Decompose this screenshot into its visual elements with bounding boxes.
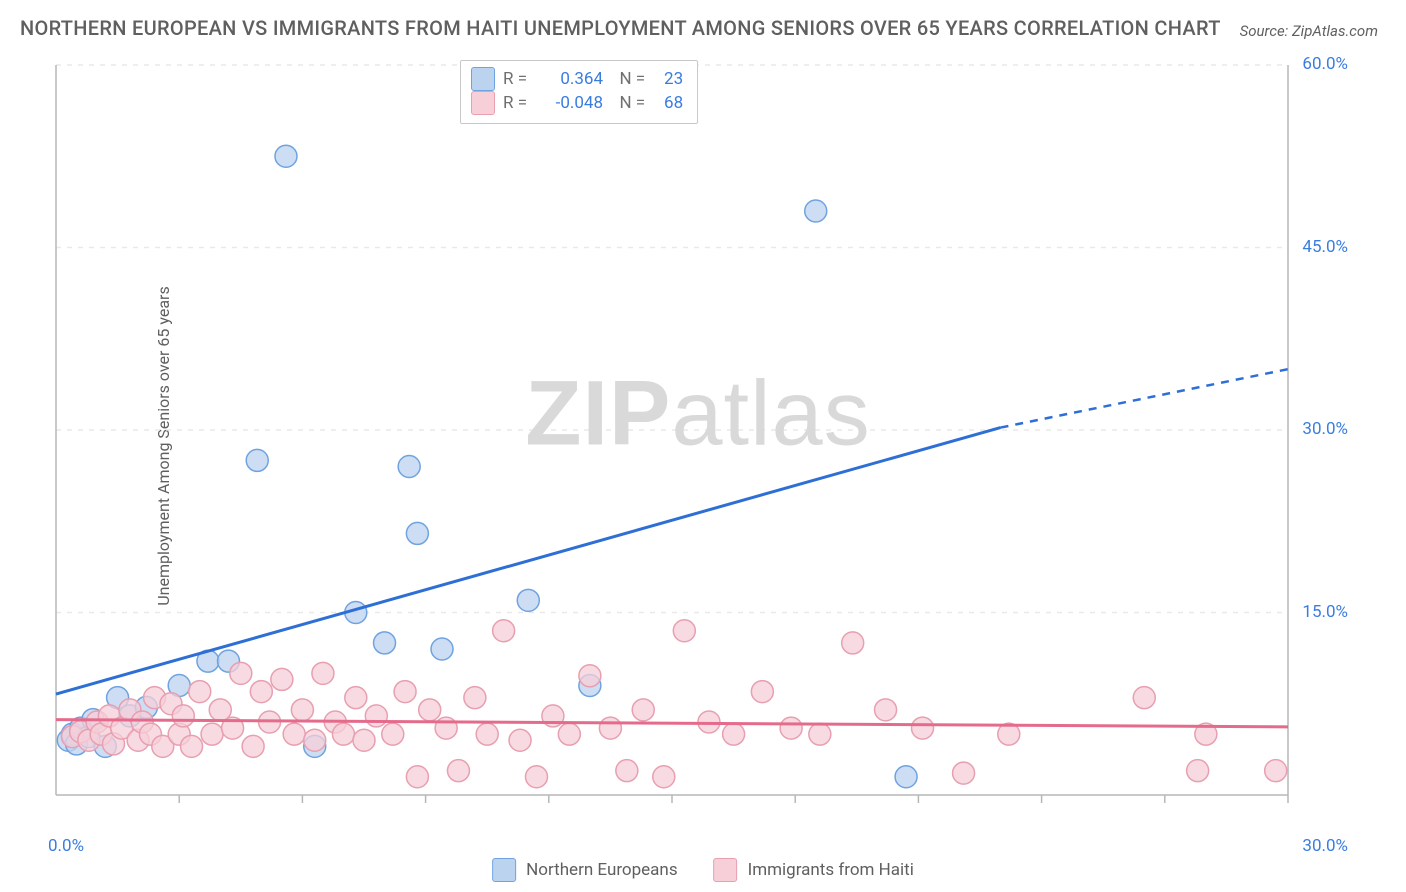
y-axis-tick-30: 30.0%	[1302, 419, 1348, 439]
chart-title: NORTHERN EUROPEAN VS IMMIGRANTS FROM HAI…	[20, 16, 1221, 40]
y-axis-tick-15: 15.0%	[1302, 602, 1348, 622]
legend-swatch	[471, 67, 495, 91]
correlation-row: R =0.364 N =23	[471, 67, 683, 91]
scatter-plot: ZIPatlas	[48, 55, 1348, 835]
legend-swatch	[471, 91, 495, 115]
correlation-row: R =-0.048 N =68	[471, 91, 683, 115]
y-axis-tick-45: 45.0%	[1302, 237, 1348, 257]
source-label: Source: ZipAtlas.com	[1240, 22, 1378, 40]
y-axis-tick-60: 60.0%	[1302, 54, 1348, 74]
chart-svg	[48, 55, 1348, 835]
x-axis-tick-max: 30.0%	[1302, 836, 1348, 856]
legend-label: Immigrants from Haiti	[748, 860, 914, 880]
series-legend: Northern Europeans Immigrants from Haiti	[492, 858, 914, 882]
x-axis-tick-min: 0.0%	[48, 836, 84, 856]
legend-label: Northern Europeans	[526, 860, 677, 880]
correlation-legend: R =0.364 N =23R =-0.048 N =68	[460, 60, 698, 124]
legend-item: Northern Europeans	[492, 858, 677, 882]
legend-item: Immigrants from Haiti	[714, 858, 914, 882]
legend-swatch	[714, 858, 738, 882]
legend-swatch	[492, 858, 516, 882]
